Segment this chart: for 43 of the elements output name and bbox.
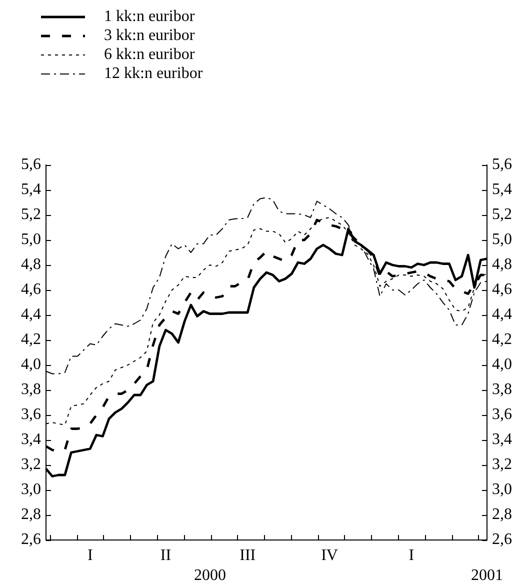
y2-tick-label: 3,2 (492, 456, 512, 474)
y-tick-label: 5,6 (21, 156, 41, 174)
legend-label: 3 kk:n euribor (104, 26, 195, 44)
y-tick-label: 4,8 (21, 256, 41, 274)
y2-tick-label: 5,6 (492, 156, 512, 174)
y2-tick-label: 3,4 (492, 431, 512, 448)
y-tick-label: 4,2 (21, 331, 41, 348)
y2-tick-label: 4,6 (492, 281, 512, 298)
y2-tick-label: 4,2 (492, 331, 512, 348)
y2-tick-label: 5,2 (492, 206, 512, 224)
y-tick-label: 2,8 (21, 506, 41, 524)
y-tick-label: 2,6 (21, 531, 41, 548)
y2-tick-label: 4,0 (492, 356, 512, 374)
legend-label: 12 kk:n euribor (104, 64, 203, 82)
y2-tick-label: 3,6 (492, 406, 512, 424)
y-tick-label: 4,6 (21, 281, 41, 298)
y-tick-label: 3,6 (21, 406, 41, 424)
y-tick-label: 3,0 (21, 481, 41, 498)
y2-tick-label: 2,6 (492, 531, 512, 548)
y2-tick-label: 4,8 (492, 256, 512, 274)
y-tick-label: 3,2 (21, 456, 41, 474)
text: 2001 (471, 567, 503, 584)
y-tick-label: 3,4 (21, 431, 41, 448)
legend-label: 1 kk:n euribor (104, 8, 195, 26)
y-tick-label: 5,4 (21, 181, 41, 198)
x-tick-label: I (408, 546, 414, 564)
y-tick-label: 3,8 (21, 381, 41, 398)
y2-tick-label: 4,4 (492, 306, 512, 324)
x-tick-label: III (240, 546, 256, 564)
y-tick-label: 4,0 (21, 356, 41, 374)
y-tick-label: 4,4 (21, 306, 41, 324)
y2-tick-label: 3,8 (492, 381, 512, 398)
y2-tick-label: 2,8 (492, 506, 512, 524)
x-tick-label: IV (321, 546, 338, 564)
text: 2000 (194, 567, 226, 584)
x-tick-label: II (160, 546, 172, 564)
y2-tick-label: 5,0 (492, 231, 512, 248)
y-tick-label: 5,2 (21, 206, 41, 224)
y2-tick-label: 5,4 (492, 181, 512, 198)
y2-tick-label: 3,0 (492, 481, 512, 498)
x-tick-label: I (87, 546, 93, 564)
y-tick-label: 5,0 (21, 231, 41, 248)
legend-label: 6 kk:n euribor (104, 46, 195, 64)
